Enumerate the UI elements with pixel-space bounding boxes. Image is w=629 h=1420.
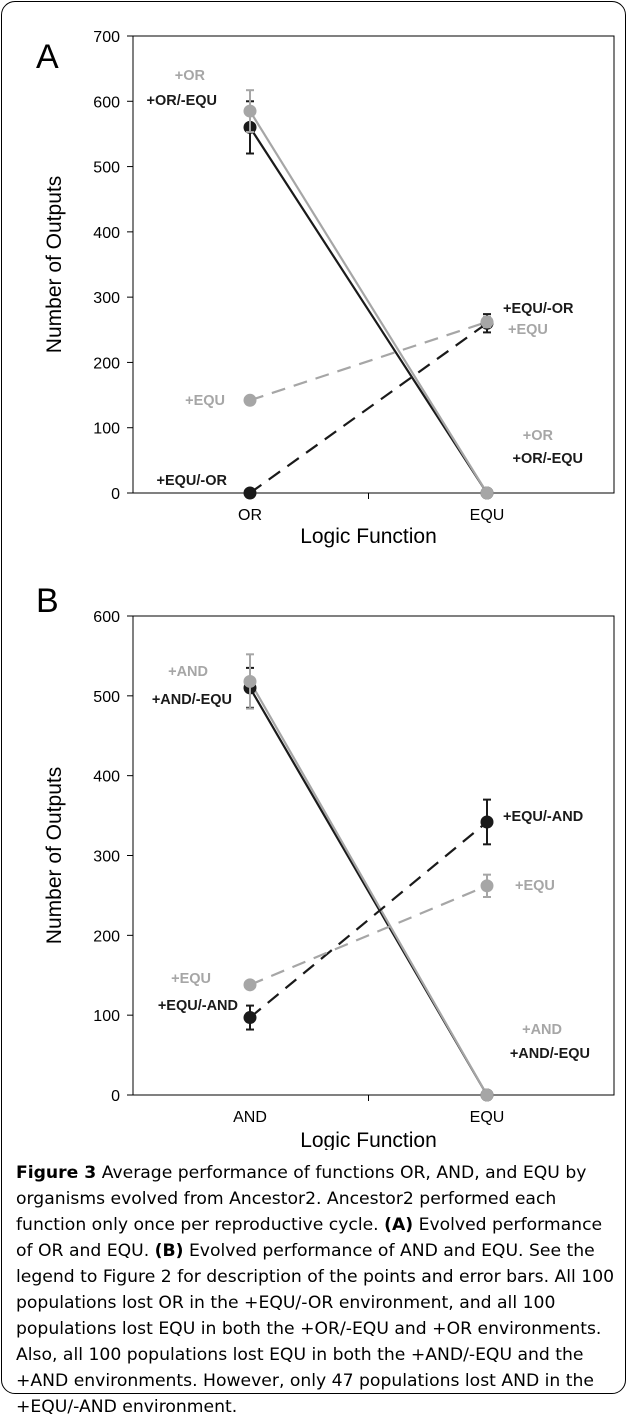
data-point [243,486,257,500]
chart-panel-b: B 0 100 200 300 400 500 600 AND EQU Logic Function… [36,582,615,1150]
data-point [243,393,257,407]
series-line [249,126,488,494]
data-point [480,315,494,329]
y-axis-title: Number of Outputs [43,767,66,944]
y-tick-label: 100 [93,421,120,438]
data-point [243,978,257,992]
y-tick-label: 400 [93,225,120,242]
caption-label-a: (A) [384,1215,414,1235]
data-label: +EQU/-OR [503,301,574,317]
data-label: +EQU/-OR [157,473,228,489]
data-label: +OR/-EQU [147,93,218,109]
data-label: +EQU [515,878,555,894]
x-tick-label: OR [238,507,262,524]
data-point [243,674,257,688]
panel-label: A [36,38,59,76]
chart-panel-a: A 0 100 200 300 400 500 600 700 OR EQU Logic Functi… [36,29,615,548]
y-tick-label: 600 [93,94,120,111]
y-tick-label: 200 [93,928,120,945]
data-label: +EQU/-AND [158,998,238,1014]
y-tick-label: 500 [93,689,120,706]
data-label: +AND [522,1022,562,1038]
y-tick-label: 500 [93,160,120,177]
data-point [480,815,494,829]
data-point [480,1088,494,1102]
y-tick-label: 300 [93,290,120,307]
data-label: +AND/-EQU [152,692,232,708]
y-tick-label: 100 [93,1008,120,1025]
y-tick-label: 600 [93,609,120,626]
x-axis-title: Logic Function [300,1129,437,1150]
y-axis-title: Number of Outputs [43,176,66,353]
y-tick-label: 400 [93,769,120,786]
series-line [249,821,488,1019]
data-point [480,879,494,893]
panel-label: B [36,582,59,620]
data-label: +OR/-EQU [513,451,584,467]
x-tick-label: AND [233,1109,267,1126]
x-tick-label: EQU [470,1109,505,1126]
plot-area [132,35,615,494]
x-axis-title: Logic Function [300,525,437,548]
figure-caption: Figure 3 Average performance of function… [16,1160,616,1420]
series-line [249,320,488,402]
figure-frame [1,1,626,1394]
series-line [249,322,488,494]
y-tick-label: 200 [93,355,120,372]
data-label: +OR [523,428,554,444]
series-line [249,680,488,1096]
caption-text-3: Evolved performance of AND and EQU. See … [16,1241,615,1417]
data-label: +AND/-EQU [510,1046,590,1062]
data-point [243,1011,257,1025]
data-point [480,486,494,500]
y-tick-label: 0 [111,1088,120,1105]
data-label: +EQU/-AND [503,809,583,825]
data-point [243,104,257,118]
y-tick-label: 300 [93,849,120,866]
x-tick-label: EQU [470,507,505,524]
data-label: +EQU [185,393,225,409]
y-tick-label: 700 [93,29,120,46]
data-label: +EQU [508,322,548,338]
caption-figure-label: Figure 3 [16,1163,97,1183]
caption-label-b: (B) [154,1241,184,1261]
series-line [249,884,488,986]
y-tick-label: 0 [111,486,120,503]
data-label: +AND [168,664,208,680]
data-label: +EQU [171,971,211,987]
caption-text-2: Evolved performance of OR and EQU. [16,1215,603,1261]
data-label: +OR [175,68,206,84]
series-line [249,110,488,494]
caption-text-1: Average performance of functions OR, AND… [16,1163,587,1235]
